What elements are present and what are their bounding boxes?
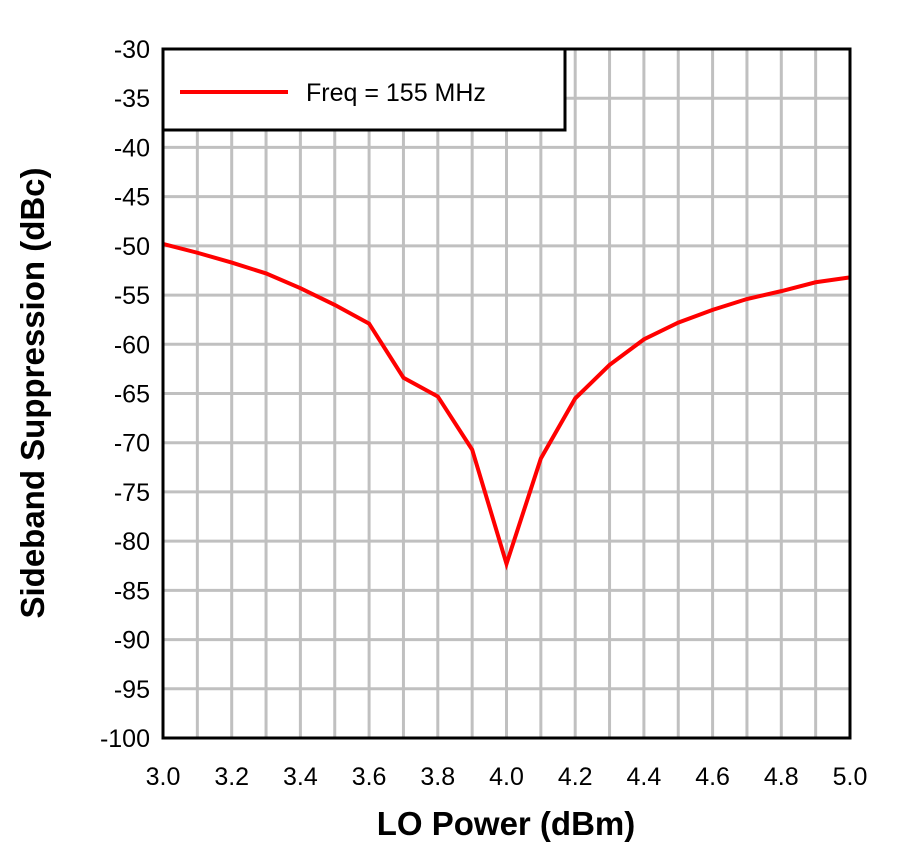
x-tick-label: 4.8 <box>764 763 799 791</box>
y-tick-label: -100 <box>100 725 150 753</box>
y-tick-label: -95 <box>114 676 150 704</box>
y-tick-label: -35 <box>114 85 150 113</box>
x-tick-label: 4.6 <box>695 763 730 791</box>
x-tick-label: 4.2 <box>558 763 593 791</box>
legend-label: Freq = 155 MHz <box>306 79 486 107</box>
x-tick-labels: 3.0 3.2 3.4 3.6 3.8 4.0 4.2 4.4 4.6 4.8 5.0 <box>146 763 868 791</box>
y-tick-labels: -30 -35 -40 -45 -50 -55 -60 -65 -70 -75 -80 -85 -90 -… <box>100 36 150 753</box>
y-tick-label: -90 <box>114 627 150 655</box>
x-tick-label: 3.6 <box>352 763 387 791</box>
y-tick-label: -50 <box>114 233 150 261</box>
x-tick-label: 4.0 <box>489 763 524 791</box>
legend: Freq = 155 MHz <box>161 47 567 132</box>
x-tick-label: 3.4 <box>283 763 318 791</box>
y-tick-label: -85 <box>114 577 150 605</box>
y-tick-label: -55 <box>114 282 150 310</box>
x-tick-label: 3.2 <box>214 763 249 791</box>
y-tick-label: -30 <box>114 36 150 64</box>
legend-box <box>161 47 567 132</box>
y-tick-label: -45 <box>114 184 150 212</box>
series-layer <box>162 241 851 571</box>
x-tick-label: 3.0 <box>146 763 181 791</box>
x-tick-label: 5.0 <box>833 763 868 791</box>
y-tick-label: -65 <box>114 381 150 409</box>
x-axis-label: LO Power (dBm) <box>377 805 636 842</box>
x-tick-label: 4.4 <box>627 763 662 791</box>
y-tick-label: -60 <box>114 331 150 359</box>
y-tick-label: -70 <box>114 430 150 458</box>
y-tick-label: -80 <box>114 528 150 556</box>
y-axis-label: Sideband Suppression (dBc) <box>14 167 51 618</box>
y-tick-label: -40 <box>114 134 150 162</box>
x-tick-label: 3.8 <box>420 763 455 791</box>
grid <box>163 47 850 740</box>
y-tick-label: -75 <box>114 479 150 507</box>
